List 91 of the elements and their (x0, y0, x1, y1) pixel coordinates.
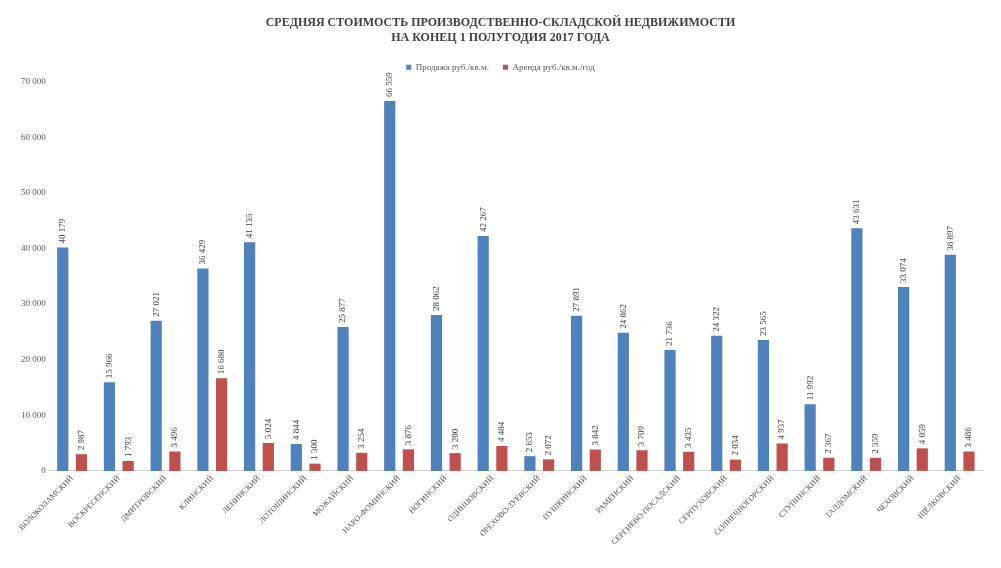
bar (169, 451, 181, 471)
bar (823, 457, 835, 471)
data-label: 33 074 (897, 257, 908, 284)
y-tick-label: 10 000 (21, 409, 47, 420)
bar (683, 451, 695, 471)
bar (524, 456, 536, 471)
data-label: 15 966 (103, 352, 114, 379)
data-label: 3 435 (683, 427, 694, 448)
data-label: 25 877 (337, 297, 348, 324)
bar (729, 459, 742, 471)
data-label: 24 322 (711, 306, 722, 332)
y-tick-label: 30 000 (21, 298, 47, 309)
bar (384, 100, 396, 471)
data-label: 27 021 (150, 291, 161, 317)
bar (496, 445, 508, 471)
bar (309, 463, 321, 471)
y-tick-label: 20 000 (21, 354, 47, 365)
bar (477, 235, 489, 471)
data-label: 40 179 (57, 218, 68, 244)
data-label: 2 359 (869, 433, 880, 454)
bar (711, 335, 723, 471)
bar (244, 242, 256, 471)
bar (851, 228, 863, 471)
bar (402, 449, 415, 471)
y-tick-label: 40 000 (21, 242, 47, 253)
y-tick-label: 70 000 (21, 76, 47, 87)
bar (356, 452, 368, 471)
data-label: 4 937 (776, 418, 787, 440)
data-label: 2 367 (823, 432, 834, 454)
bar (449, 453, 461, 471)
data-label: 3 709 (636, 425, 647, 447)
data-label: 2 987 (75, 429, 86, 451)
data-label: 66 559 (384, 71, 395, 97)
data-label: 3 876 (402, 424, 413, 446)
bar (963, 451, 975, 471)
bar (262, 442, 274, 471)
bar (776, 443, 788, 471)
data-label: 1 793 (122, 436, 133, 457)
data-label: 27 891 (570, 287, 581, 312)
bar (916, 448, 928, 471)
data-label: 3 496 (169, 426, 180, 448)
bar (290, 443, 302, 471)
bar (757, 339, 770, 471)
bar (430, 314, 443, 471)
bar (636, 450, 648, 471)
bar (589, 449, 601, 471)
data-label: 2 034 (729, 434, 740, 456)
data-label: 21 736 (664, 320, 675, 347)
bar (542, 459, 555, 471)
bar (869, 457, 882, 471)
y-tick-label: 0 (41, 465, 47, 476)
y-tick-label: 60 000 (21, 131, 47, 142)
data-label: 4 844 (290, 419, 301, 440)
bar (122, 460, 134, 471)
bar (897, 287, 910, 471)
data-label: 16 680 (215, 348, 226, 375)
data-label: 42 267 (477, 206, 488, 232)
bar (150, 320, 162, 471)
data-label: 3 486 (963, 426, 974, 448)
bar (57, 247, 69, 471)
bar (664, 350, 676, 471)
data-label: 5 024 (262, 418, 273, 439)
data-label: 2 072 (542, 435, 553, 456)
data-label: 3 254 (356, 428, 367, 449)
data-label: 4 484 (496, 421, 507, 442)
legend-label: Продажа руб./кв.м. (415, 61, 489, 72)
data-label: 28 062 (430, 286, 441, 311)
data-label: 36 429 (197, 239, 208, 265)
bar (75, 454, 88, 471)
bar (197, 268, 209, 471)
data-label: 2 653 (524, 431, 535, 453)
bar (804, 404, 816, 471)
data-label: 38 897 (944, 225, 955, 251)
y-tick-label: 50 000 (21, 187, 47, 198)
data-label: 23 565 (757, 310, 768, 336)
data-label: 1 300 (309, 438, 320, 460)
data-label: 43 631 (851, 199, 862, 225)
bar (215, 378, 228, 471)
chart-title: СРЕДНЯЯ СТОИМОСТЬ ПРОИЗВОДСТВЕННО-СКЛАДСКОЙ НЕДВИЖИМОСТИ НА КОНЕЦ 1 ПОЛУГОДИЯ 2017 ГОДА (265, 15, 737, 44)
data-label: 11 992 (804, 375, 815, 401)
bar (103, 382, 116, 471)
bar (617, 332, 629, 471)
legend-label: Аренда руб./кв.м./год (512, 61, 596, 72)
bar (571, 315, 583, 471)
data-label: 4 059 (916, 423, 927, 445)
bar (944, 254, 956, 471)
data-label: 3 200 (449, 428, 460, 450)
data-label: 24 862 (617, 303, 628, 329)
data-label: 41 135 (243, 213, 254, 239)
data-label: 3 842 (589, 425, 600, 446)
bar (337, 327, 349, 471)
